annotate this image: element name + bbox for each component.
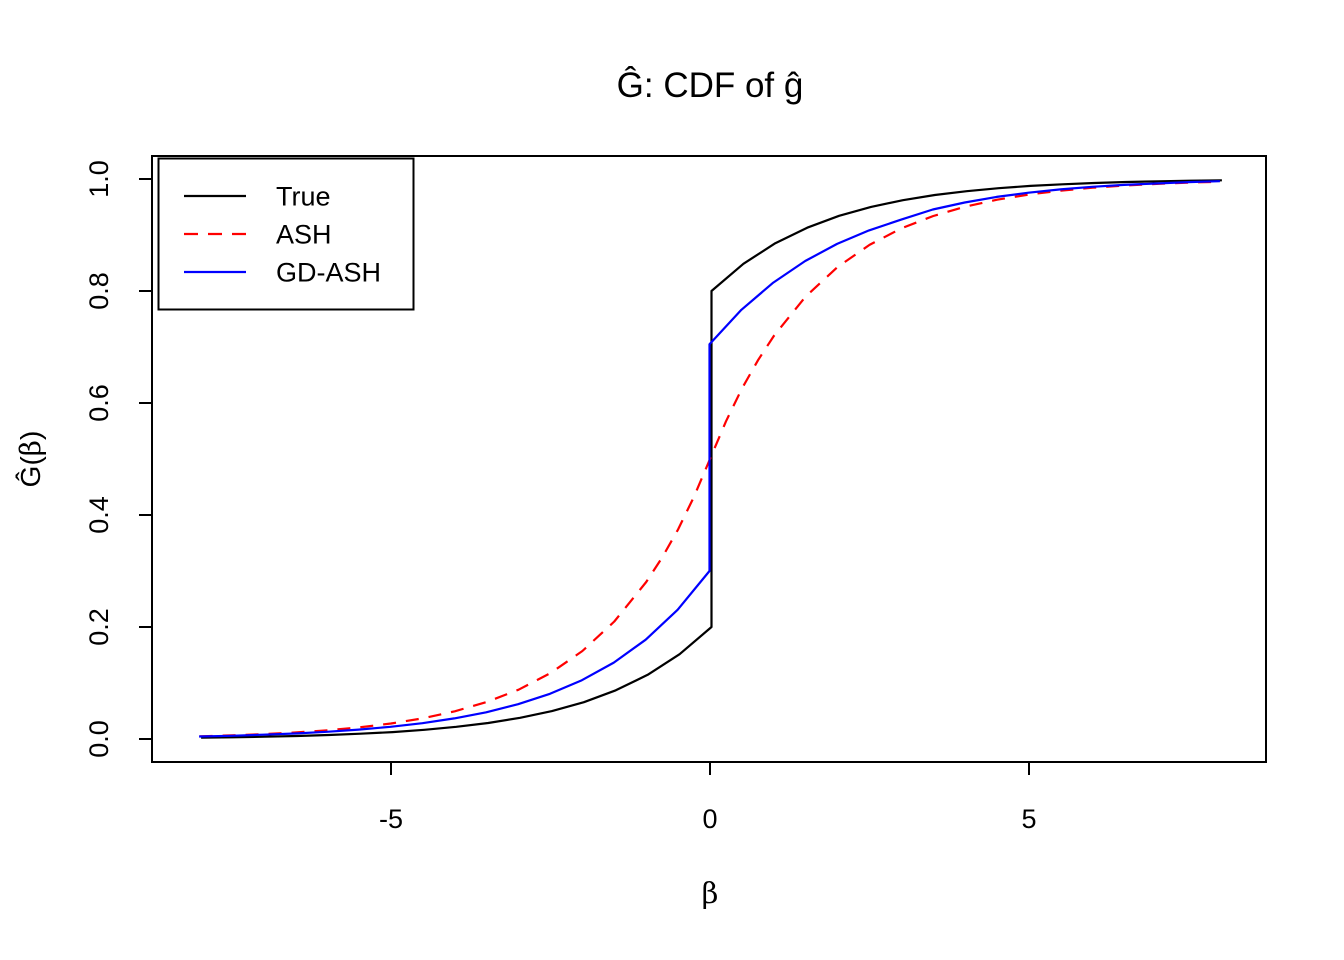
legend-label-gd-ash: GD-ASH <box>276 258 381 288</box>
y-axis-label: Ĝ(β) <box>14 431 47 488</box>
y-axis-label-prefix: Ĝ( <box>15 456 46 488</box>
y-tick-label: 1.0 <box>84 160 114 198</box>
y-tick-label: 0.6 <box>84 384 114 422</box>
x-axis-ticks: -5 0 5 <box>379 762 1037 834</box>
y-tick-label: 0.4 <box>84 496 114 534</box>
plot-curves <box>199 179 1222 739</box>
legend: True ASH GD-ASH <box>157 157 415 311</box>
legend-label-true: True <box>276 182 331 212</box>
y-axis-ticks: 0.0 0.2 0.4 0.6 0.8 1.0 <box>84 160 152 758</box>
y-tick-label: 0.0 <box>84 720 114 758</box>
x-tick-label: -5 <box>379 804 403 834</box>
curve-true <box>201 179 1222 739</box>
x-axis-label: β <box>702 876 719 910</box>
y-tick-label: 0.8 <box>84 272 114 310</box>
chart-title: Ĝ: CDF of ĝ <box>617 66 804 105</box>
y-axis-label-suffix: ) <box>15 431 46 440</box>
y-tick-label: 0.2 <box>84 608 114 646</box>
x-tick-label: 0 <box>702 804 717 834</box>
legend-label-ash: ASH <box>276 220 332 250</box>
curve-gd-ash <box>199 180 1220 738</box>
legend-box <box>157 157 415 311</box>
y-axis-label-beta: β <box>14 440 47 456</box>
x-tick-label: 5 <box>1021 804 1036 834</box>
